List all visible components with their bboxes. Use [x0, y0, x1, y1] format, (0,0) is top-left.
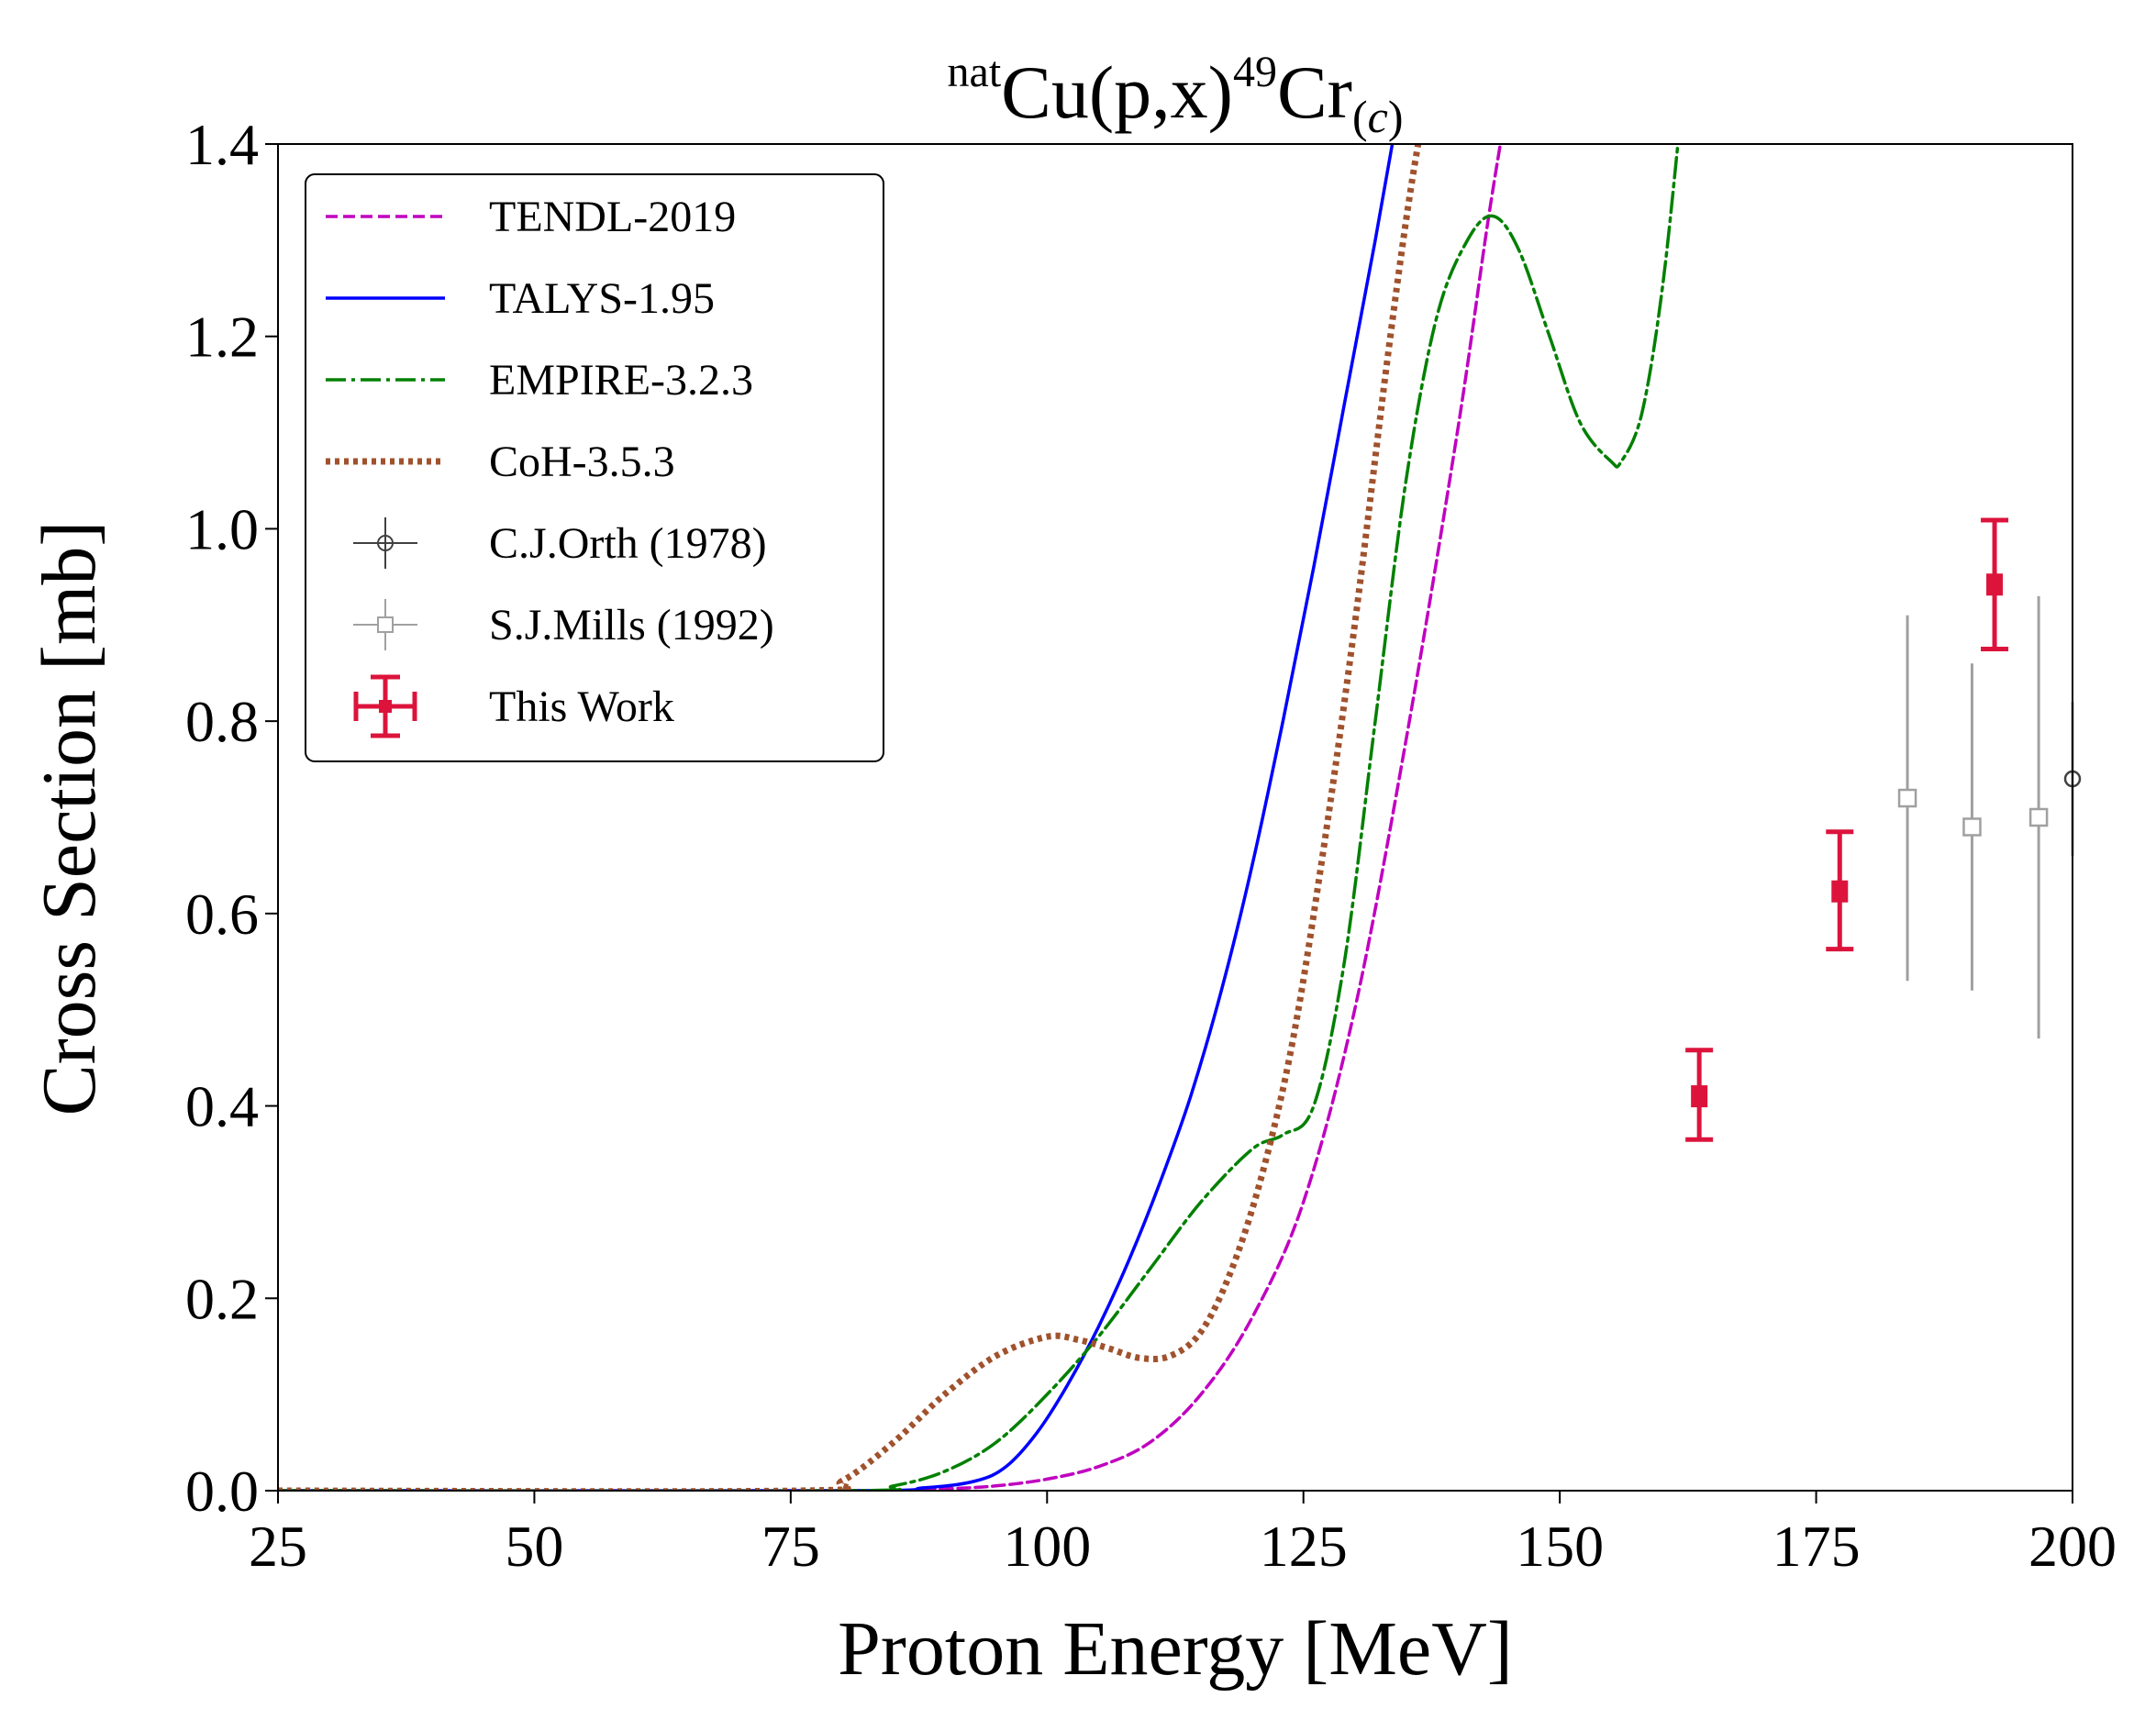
title-sup-49: 49 [1233, 48, 1277, 96]
y-tick-label: 1.2 [185, 305, 259, 370]
data-point-this-work [1691, 1085, 1708, 1108]
y-tick-label: 0.6 [185, 882, 259, 947]
x-tick-label: 100 [1003, 1514, 1091, 1579]
x-tick-label: 50 [505, 1514, 563, 1579]
x-tick-label: 200 [2028, 1514, 2117, 1579]
series-line-coh-3-5-3 [278, 144, 1422, 1491]
x-axis-label: Proton Energy [MeV] [838, 1606, 1513, 1692]
y-tick-label: 0.4 [185, 1074, 259, 1139]
data-point-this-work [1831, 880, 1849, 903]
series-line-empire-3-2-3 [278, 144, 1680, 1491]
legend-swatch-orth [353, 517, 417, 569]
legend-label-mills: S.J.Mills (1992) [489, 601, 774, 649]
legend: TENDL-2019 TALYS-1.95 EMPIRE-3.2.3 CoH-3… [305, 173, 884, 762]
y-tick-label: 0.8 [185, 689, 259, 754]
data-point-this-work [1986, 573, 2004, 596]
title-sub-open: ( [1352, 91, 1368, 142]
x-tick-label: 75 [761, 1514, 820, 1579]
data-point-s-j-mills-1992 [2028, 807, 2049, 827]
axis-ticks: 25 50 75 100 125 150 175 200 0.0 0.2 0.4 0.6 0.8 1.0 1… [185, 112, 2117, 1579]
title-main-cr: Cr [1277, 50, 1352, 134]
y-axis-label: Cross Section [mb] [27, 521, 112, 1116]
data-point-s-j-mills-1992 [1962, 817, 1982, 837]
y-tick-label: 0.0 [185, 1459, 259, 1524]
y-tick-label: 1.4 [185, 112, 259, 177]
legend-swatch-this-work [353, 674, 417, 738]
legend-label-coh: CoH-3.5.3 [489, 438, 675, 486]
legend-label-this-work: This Work [489, 682, 674, 731]
x-tick-label: 125 [1260, 1514, 1348, 1579]
legend-swatch-mills [353, 599, 417, 650]
legend-label-talys: TALYS-1.95 [489, 274, 715, 323]
legend-label-tendl: TENDL-2019 [489, 193, 736, 241]
data-point-s-j-mills-1992 [1897, 788, 1917, 808]
x-tick-label: 150 [1516, 1514, 1604, 1579]
legend-box [305, 173, 884, 762]
legend-label-empire: EMPIRE-3.2.3 [489, 356, 753, 405]
experimental-points [1685, 517, 2082, 1142]
title-main-cu: Cu(p,x) [1001, 50, 1233, 134]
chart-title: natCu(p,x)49Cr(c) [948, 48, 1404, 142]
title-sub-close: ) [1388, 91, 1404, 142]
y-tick-label: 1.0 [185, 496, 259, 561]
series-line-talys-1-95 [278, 144, 1395, 1491]
x-tick-label: 175 [1773, 1514, 1861, 1579]
plot-frame [277, 143, 2073, 1492]
title-sup-nat: nat [948, 48, 1002, 96]
title-sub-var: c [1368, 91, 1388, 142]
legend-label-orth: C.J.Orth (1978) [489, 519, 767, 568]
x-tick-label: 25 [249, 1514, 307, 1579]
y-tick-label: 0.2 [185, 1266, 259, 1331]
